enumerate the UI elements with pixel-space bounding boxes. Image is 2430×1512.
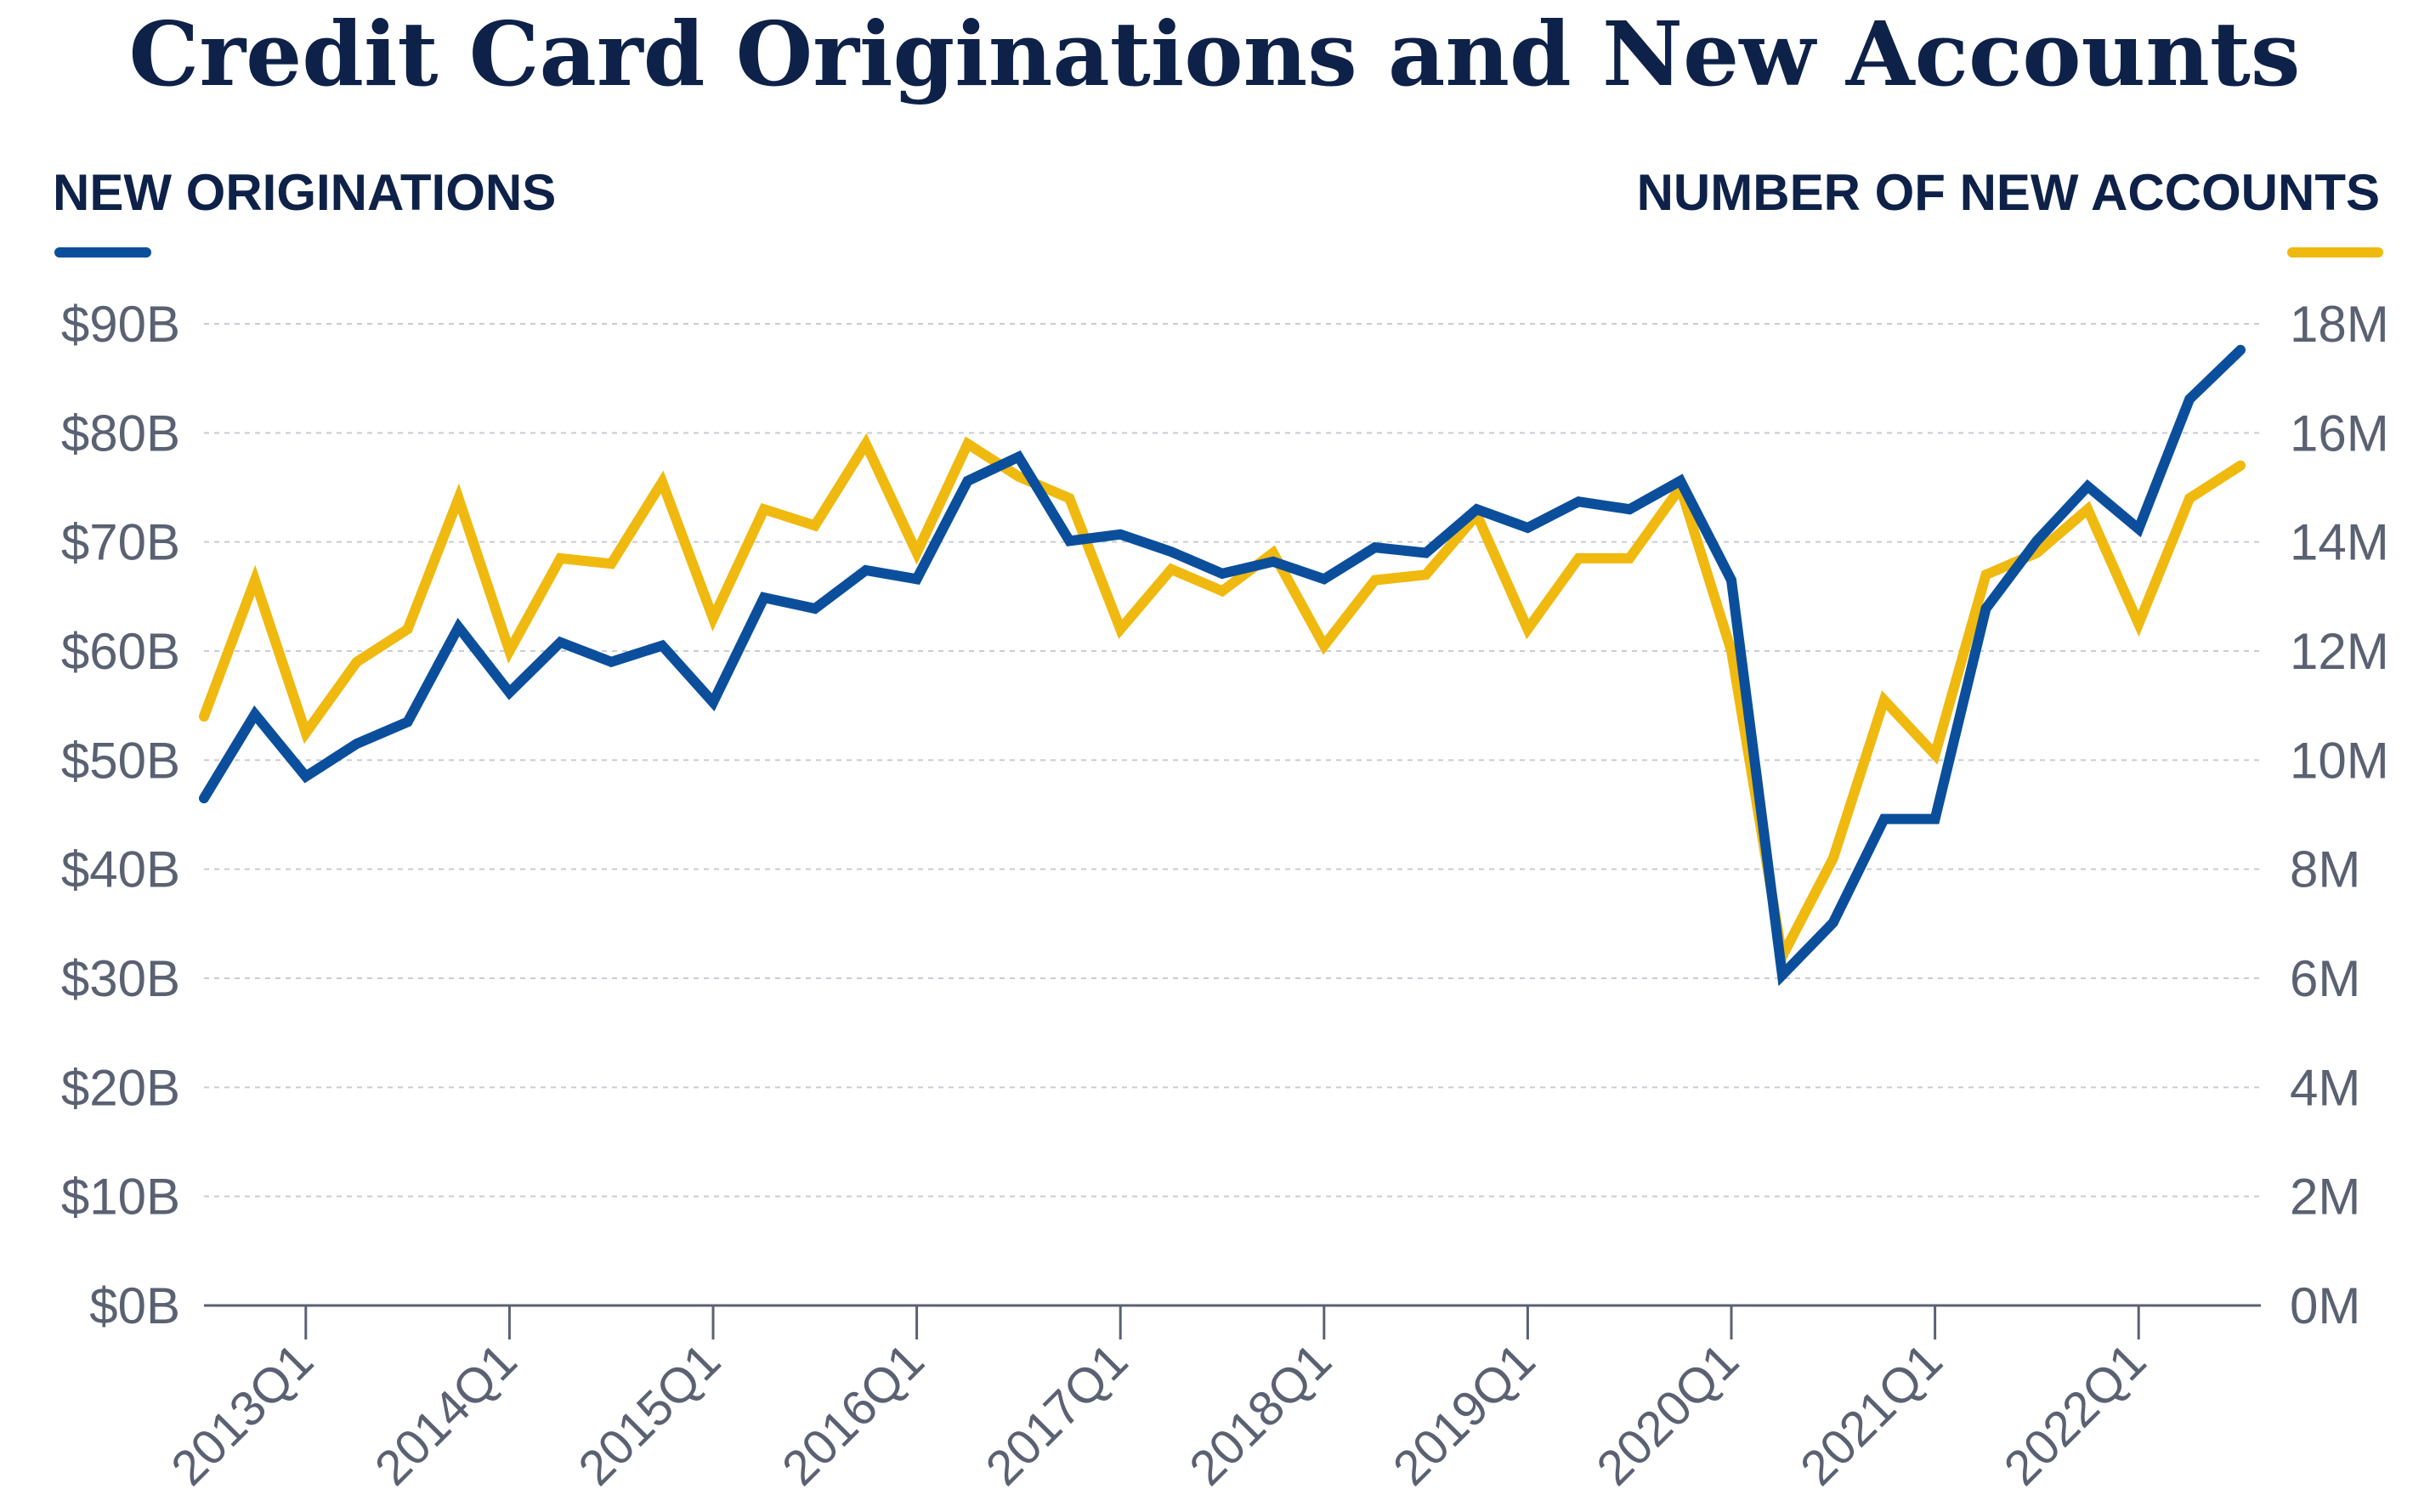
x-tick-label: 2015Q1 — [568, 1333, 731, 1496]
series-lines — [199, 344, 2246, 987]
y-left-tick-label: $10B — [61, 1169, 180, 1226]
y-right-tick-label: 16M — [2290, 405, 2389, 462]
y-left-tick-label: $40B — [61, 841, 180, 898]
y-right-tick-label: 6M — [2290, 950, 2360, 1007]
new-accounts-line — [199, 433, 2246, 973]
new-originations-line — [199, 344, 2246, 987]
y-right-tick-label: 10M — [2290, 732, 2389, 789]
x-axis: 2013Q1 2014Q1 2015Q1 2016Q1 2017Q1 2018Q1 2019… — [161, 1305, 2156, 1496]
x-tick-label: 2013Q1 — [161, 1333, 324, 1496]
chart-title: Credit Card Originations and New Account… — [129, 2, 2301, 106]
right-axis-title: NUMBER OF NEW ACCOUNTS — [1637, 164, 2380, 221]
y-right-tick-label: 0M — [2290, 1277, 2360, 1334]
y-left-tick-label: $90B — [61, 296, 180, 353]
y-left-tick-label: $70B — [61, 514, 180, 571]
x-tick-label: 2018Q1 — [1179, 1333, 1342, 1496]
y-left-tick-label: $0B — [89, 1277, 180, 1334]
x-tick-label: 2016Q1 — [772, 1333, 935, 1496]
left-y-axis: $0B $10B $20B $30B $40B $50B $60B $70B $80B $90B — [61, 296, 180, 1334]
gridlines — [204, 323, 2261, 1198]
y-left-tick-label: $50B — [61, 732, 180, 789]
x-tick-label: 2017Q1 — [975, 1333, 1138, 1496]
y-left-tick-label: $20B — [61, 1059, 180, 1116]
x-tick-label: 2019Q1 — [1383, 1333, 1546, 1496]
x-tick-label: 2014Q1 — [365, 1333, 528, 1496]
y-right-tick-label: 8M — [2290, 841, 2360, 898]
right-y-axis: 0M 2M 4M 6M 8M 10M 12M 14M 16M 18M — [2290, 296, 2389, 1334]
y-right-tick-label: 18M — [2290, 296, 2389, 353]
y-left-tick-label: $80B — [61, 405, 180, 462]
left-axis-title: NEW ORIGINATIONS — [53, 164, 556, 221]
y-right-tick-label: 14M — [2290, 514, 2389, 571]
x-tick-label: 2020Q1 — [1586, 1333, 1749, 1496]
y-right-tick-label: 2M — [2290, 1169, 2360, 1226]
y-right-tick-label: 4M — [2290, 1059, 2360, 1116]
y-right-tick-label: 12M — [2290, 623, 2389, 680]
y-left-tick-label: $60B — [61, 623, 180, 680]
x-tick-label: 2021Q1 — [1790, 1333, 1953, 1496]
x-tick-label: 2022Q1 — [1993, 1333, 2156, 1496]
y-left-tick-label: $30B — [61, 950, 180, 1007]
